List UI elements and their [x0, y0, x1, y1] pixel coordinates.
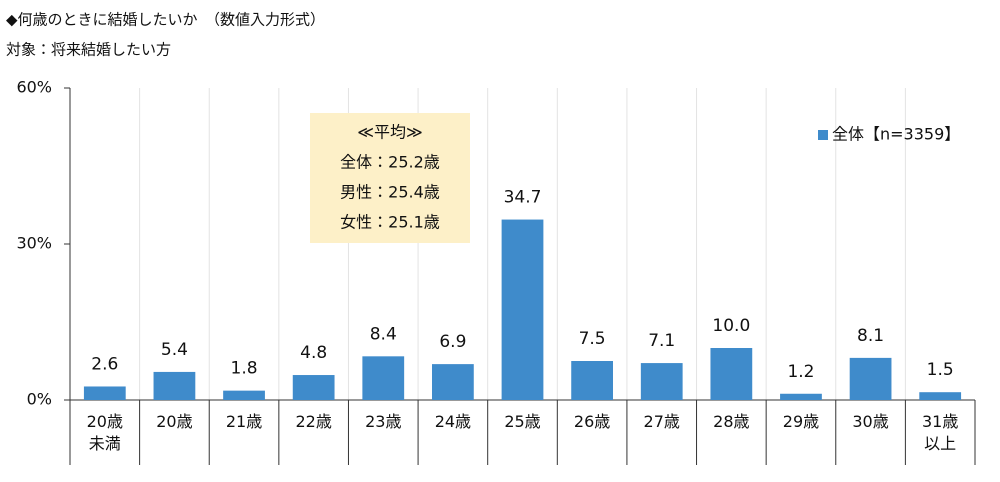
chart-subtitle: 対象：将来結婚したい方 — [6, 41, 171, 59]
x-tick-label: 28歳 — [713, 412, 750, 431]
x-tick-label: 31歳 以上 — [922, 412, 959, 453]
y-tick-label: 0% — [27, 390, 52, 409]
bar — [432, 364, 474, 400]
annotation-text: 女性：25.1歳 — [340, 213, 440, 232]
x-tick-label: 21歳 — [225, 412, 263, 431]
legend-swatch — [818, 130, 828, 140]
x-tick-label: 23歳 — [365, 412, 402, 431]
bar — [153, 371, 196, 400]
annotation-box — [310, 113, 470, 243]
bar — [501, 219, 544, 400]
bar — [919, 392, 962, 400]
legend-label: 全体【n=3359】 — [832, 125, 960, 144]
value-label: 10.0 — [712, 316, 750, 336]
value-label: 8.4 — [370, 324, 397, 344]
bar — [780, 393, 822, 400]
x-tick-label: 25歳 — [504, 412, 541, 431]
value-label: 6.9 — [439, 332, 466, 352]
x-tick-label: 29歳 — [782, 412, 820, 431]
value-label: 7.1 — [648, 331, 675, 351]
value-label: 1.2 — [787, 362, 814, 382]
annotation-text: ≪平均≫ — [357, 123, 423, 142]
bar — [849, 357, 892, 400]
x-tick-label: 26歳 — [573, 412, 611, 431]
value-label: 5.4 — [161, 340, 188, 360]
x-tick-label: 20歳 未満 — [86, 412, 123, 453]
bar — [223, 390, 265, 400]
x-tick-label: 30歳 — [852, 412, 889, 431]
bar — [83, 386, 126, 400]
x-tick-label: 27歳 — [643, 412, 680, 431]
value-label: 4.8 — [300, 343, 327, 363]
value-label: 7.5 — [579, 329, 606, 349]
value-label: 1.5 — [927, 360, 954, 380]
chart-title: ◆何歳のときに結婚したいか （数値入力形式） — [6, 11, 325, 29]
value-label: 8.1 — [857, 326, 884, 346]
value-label: 2.6 — [91, 354, 118, 374]
annotation-text: 男性：25.4歳 — [340, 183, 440, 202]
bar — [640, 363, 683, 400]
x-tick-label: 22歳 — [295, 412, 332, 431]
y-tick-label: 60% — [16, 78, 52, 97]
bar — [362, 356, 405, 400]
bar — [710, 348, 753, 400]
bar — [292, 375, 335, 400]
x-tick-label: 20歳 — [156, 412, 193, 431]
value-label: 1.8 — [231, 359, 258, 379]
x-tick-label: 24歳 — [434, 412, 472, 431]
annotation-text: 全体：25.2歳 — [340, 153, 440, 172]
y-tick-label: 30% — [16, 234, 52, 253]
value-label: 34.7 — [504, 188, 542, 208]
bar — [571, 361, 613, 400]
